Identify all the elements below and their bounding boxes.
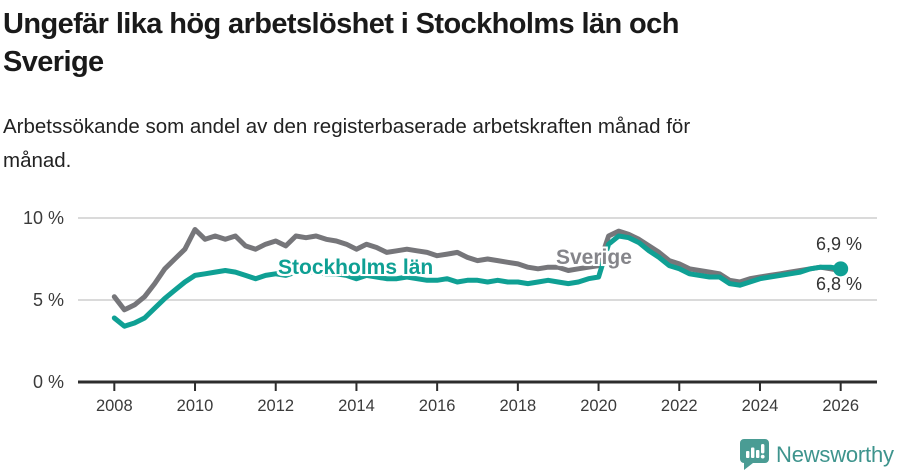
y-axis-tick-label: 10 % (23, 208, 64, 228)
x-axis-tick-label: 2014 (338, 397, 375, 415)
x-axis-tick-label: 2010 (177, 397, 214, 415)
y-axis-tick-label: 0 % (33, 372, 64, 392)
series-label-stockholms-lan: Stockholms län (278, 256, 434, 279)
chart-subtitle-line1: Arbetssökande som andel av den registerb… (3, 115, 691, 138)
chart-subtitle: Arbetssökande som andel av den registerb… (3, 110, 873, 178)
brand-name: Newsworthy (776, 441, 894, 467)
y-axis-tick-label: 5 % (33, 290, 64, 310)
x-axis-tick-label: 2012 (257, 397, 294, 415)
chart-title-line1: Ungefär lika hög arbetslöshet i Stockhol… (3, 8, 679, 40)
bar-chart-speech-bubble-icon (740, 439, 769, 470)
series-end-dot (833, 261, 849, 277)
x-axis-tick-label: 2024 (742, 397, 779, 415)
chart-title: Ungefär lika hög arbetslöshet i Stockhol… (3, 5, 873, 81)
chart-title-line2: Sverige (3, 46, 104, 78)
x-axis-tick-label: 2020 (580, 397, 617, 415)
x-axis-tick-label: 2018 (499, 397, 536, 415)
x-axis-tick-label: 2016 (419, 397, 456, 415)
x-axis-tick-label: 2022 (661, 397, 698, 415)
x-axis-tick-label: 2008 (96, 397, 133, 415)
newsworthy-logo[interactable]: Newsworthy (740, 438, 894, 471)
series-label-sverige: Sverige (556, 246, 632, 269)
line-sverige (111, 227, 844, 313)
x-axis-tick-label: 2026 (822, 397, 859, 415)
end-value-label-sverige: 6,8 % (815, 274, 862, 294)
end-value-label-stockholms-lan: 6,9 % (815, 234, 862, 254)
line-stockholms-l-n (111, 233, 844, 329)
chart-subtitle-line2: månad. (3, 149, 72, 172)
